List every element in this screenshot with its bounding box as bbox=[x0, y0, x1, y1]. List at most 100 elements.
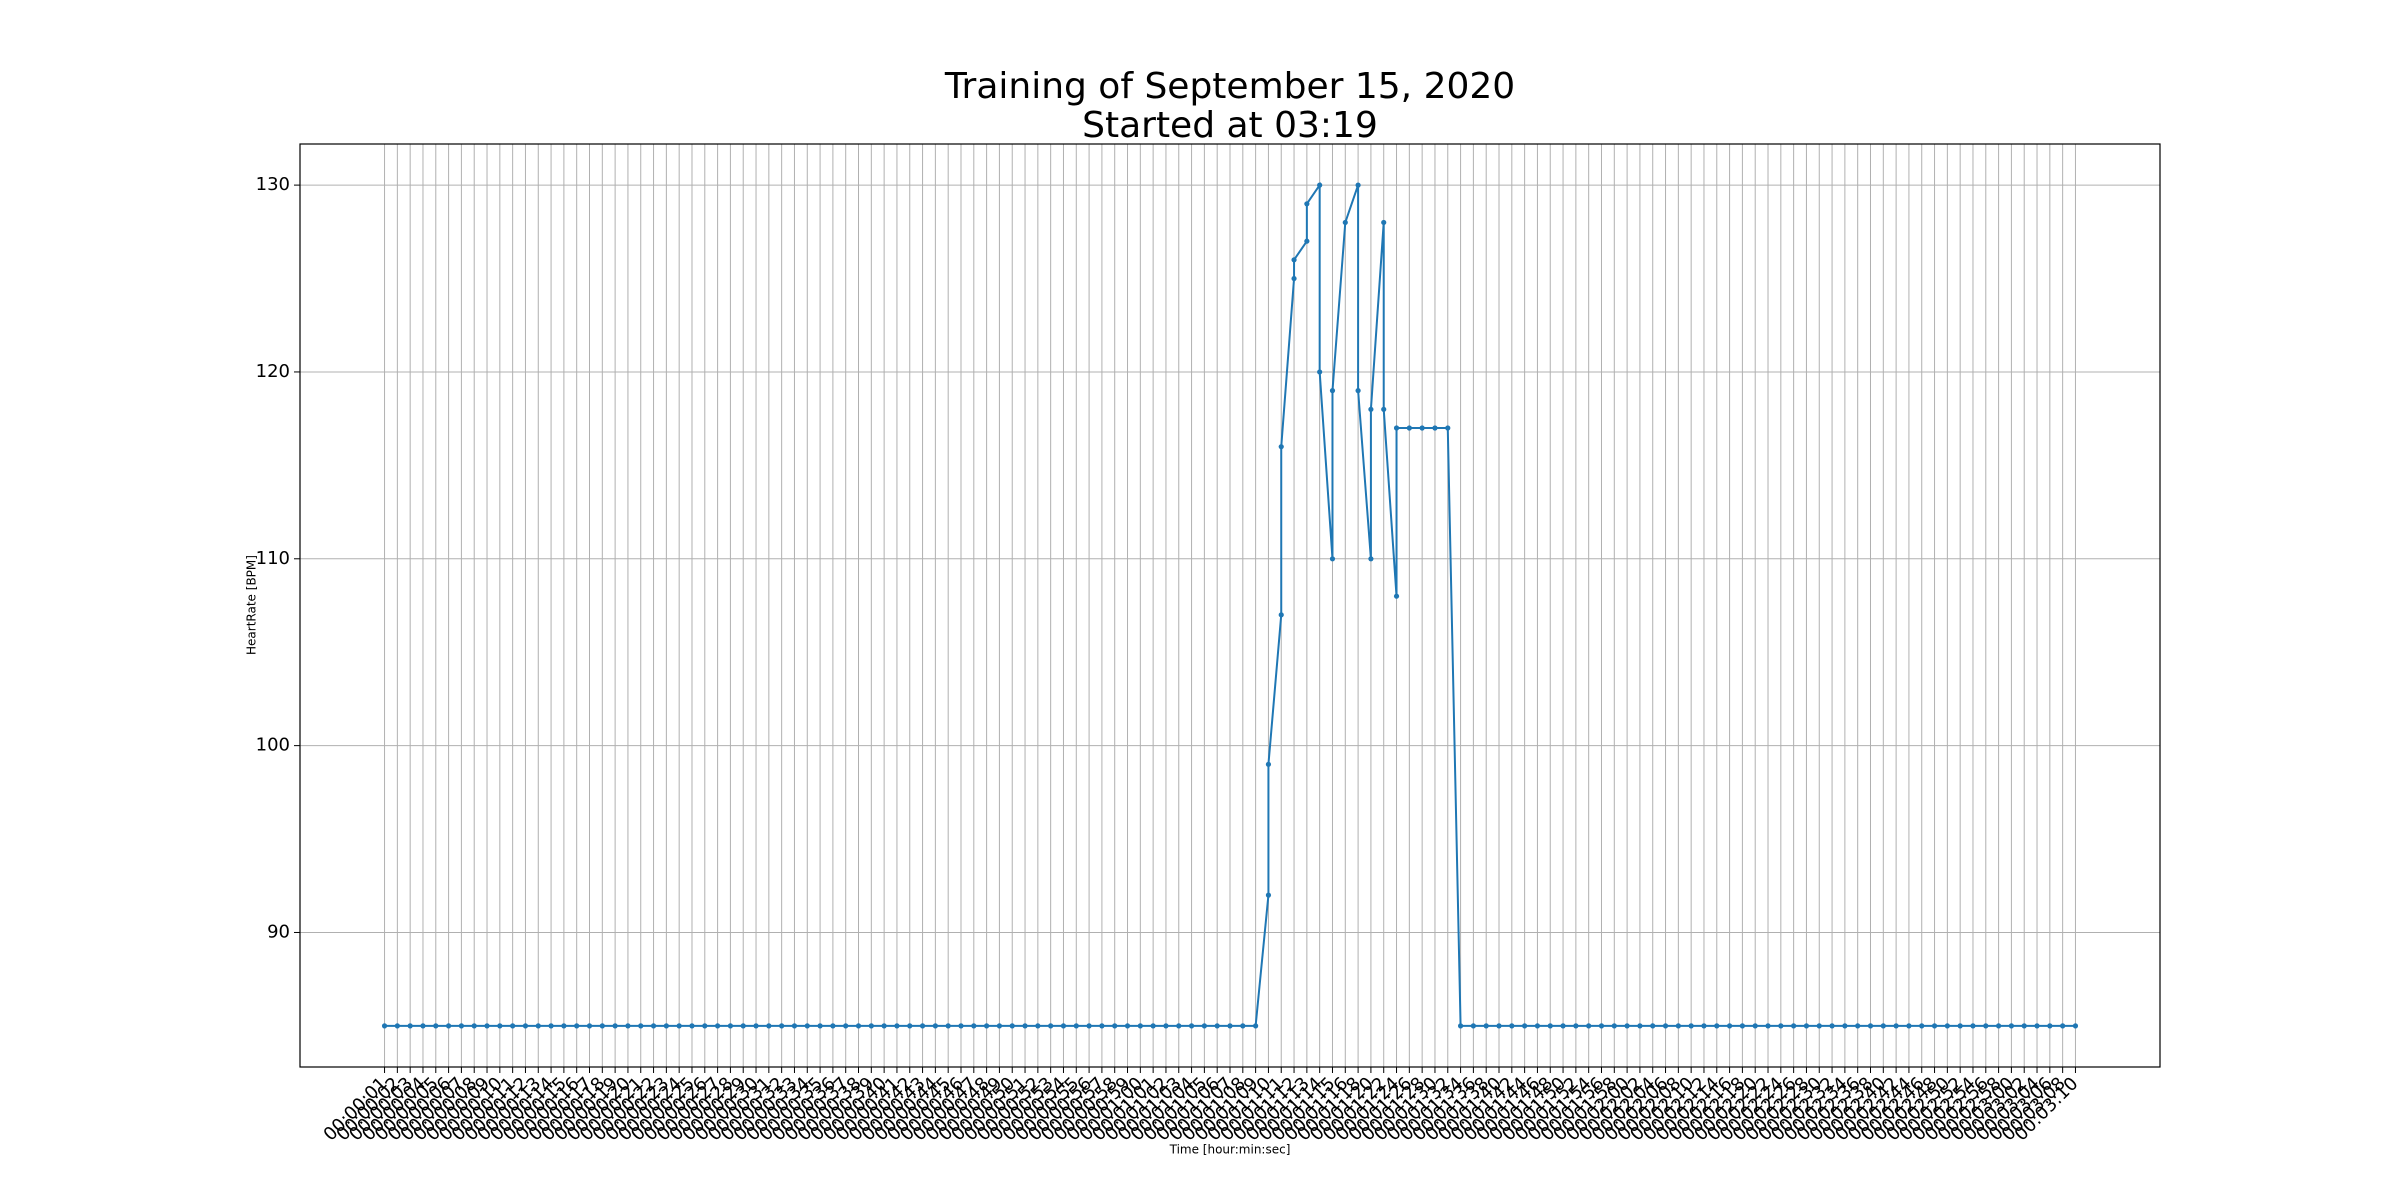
data-point bbox=[1880, 1023, 1886, 1029]
data-point bbox=[1675, 1023, 1681, 1029]
data-point bbox=[1637, 1023, 1643, 1029]
data-point bbox=[433, 1023, 439, 1029]
data-point bbox=[650, 1023, 657, 1029]
data-point bbox=[1176, 1023, 1182, 1029]
data-point bbox=[855, 1023, 862, 1029]
y-tick-label: 130 bbox=[256, 174, 290, 195]
data-point bbox=[1701, 1023, 1707, 1029]
data-point bbox=[1522, 1023, 1528, 1029]
data-point bbox=[1739, 1023, 1745, 1029]
data-point bbox=[612, 1023, 618, 1029]
data-point bbox=[766, 1023, 772, 1029]
data-point bbox=[638, 1023, 644, 1029]
data-point bbox=[1048, 1023, 1054, 1029]
data-point bbox=[727, 1023, 734, 1029]
data-point bbox=[1329, 388, 1336, 394]
chart-title: Training of September 15, 2020 bbox=[944, 66, 1515, 107]
data-point bbox=[1560, 1023, 1566, 1029]
data-point bbox=[1214, 1023, 1220, 1029]
data-point bbox=[1816, 1023, 1822, 1029]
data-point bbox=[1124, 1023, 1131, 1029]
data-point bbox=[907, 1023, 913, 1029]
data-point bbox=[1598, 1023, 1605, 1029]
data-point bbox=[1406, 425, 1412, 431]
data-point bbox=[1393, 593, 1400, 599]
data-point bbox=[881, 1023, 887, 1029]
data-point bbox=[497, 1023, 503, 1029]
data-point bbox=[1970, 1023, 1976, 1029]
data-point bbox=[1355, 388, 1361, 394]
data-point bbox=[830, 1023, 836, 1029]
data-point bbox=[2060, 1023, 2066, 1029]
data-point bbox=[753, 1023, 759, 1029]
data-point bbox=[471, 1023, 477, 1029]
data-point bbox=[1726, 1023, 1733, 1029]
data-point bbox=[1496, 1023, 1502, 1029]
data-point bbox=[1240, 1023, 1246, 1029]
data-point bbox=[522, 1023, 529, 1029]
data-point bbox=[1150, 1023, 1156, 1029]
data-point bbox=[561, 1023, 567, 1029]
data-point bbox=[1752, 1023, 1758, 1029]
data-point bbox=[868, 1023, 874, 1029]
data-point bbox=[1253, 1023, 1259, 1029]
data-point bbox=[484, 1023, 490, 1029]
data-point bbox=[663, 1023, 669, 1029]
x-axis-label: Time [hour:min:sec] bbox=[1169, 1143, 1291, 1157]
data-point bbox=[381, 1023, 388, 1029]
data-point bbox=[740, 1023, 746, 1029]
data-point bbox=[1342, 219, 1348, 226]
data-point bbox=[407, 1023, 413, 1029]
y-tick-label: 120 bbox=[256, 361, 290, 382]
data-point bbox=[1931, 1023, 1938, 1029]
data-point bbox=[2021, 1023, 2027, 1029]
data-point bbox=[1163, 1023, 1169, 1029]
data-point bbox=[1060, 1023, 1067, 1029]
data-point bbox=[1073, 1023, 1079, 1029]
plot-frame bbox=[299, 143, 2161, 1068]
data-point bbox=[1022, 1023, 1028, 1029]
data-point bbox=[1829, 1023, 1835, 1029]
data-point bbox=[1919, 1023, 1925, 1029]
data-point bbox=[1278, 444, 1284, 450]
data-point bbox=[1573, 1023, 1579, 1029]
data-point bbox=[1009, 1023, 1015, 1029]
data-point bbox=[1393, 425, 1400, 431]
data-point bbox=[958, 1023, 964, 1029]
data-point bbox=[1714, 1023, 1720, 1029]
data-point bbox=[1842, 1023, 1848, 1029]
data-point bbox=[2034, 1023, 2040, 1029]
data-point bbox=[1278, 612, 1284, 618]
data-point bbox=[1304, 238, 1310, 244]
y-axis-label: HeartRate [BPM] bbox=[245, 555, 259, 655]
data-point bbox=[1317, 182, 1323, 188]
data-point bbox=[843, 1023, 849, 1029]
data-point bbox=[919, 1023, 926, 1029]
data-point bbox=[1432, 425, 1438, 431]
data-point bbox=[1470, 1023, 1476, 1029]
data-point bbox=[715, 1023, 721, 1029]
data-point bbox=[817, 1023, 823, 1029]
data-point bbox=[791, 1023, 798, 1029]
data-point bbox=[1368, 556, 1374, 562]
data-point bbox=[1099, 1023, 1105, 1029]
data-point bbox=[996, 1023, 1003, 1029]
data-point bbox=[1381, 219, 1387, 226]
data-point bbox=[779, 1023, 785, 1029]
data-point bbox=[971, 1023, 977, 1029]
data-point bbox=[1611, 1023, 1617, 1029]
data-point bbox=[1201, 1023, 1207, 1029]
data-point bbox=[1765, 1023, 1771, 1029]
data-point bbox=[1906, 1023, 1912, 1029]
data-point bbox=[420, 1023, 426, 1029]
data-point bbox=[548, 1023, 554, 1029]
data-point bbox=[1855, 1023, 1861, 1029]
data-point bbox=[510, 1023, 516, 1029]
data-point bbox=[1995, 1023, 2002, 1029]
data-point bbox=[1662, 1023, 1669, 1029]
data-point bbox=[394, 1023, 400, 1029]
data-point bbox=[1624, 1023, 1630, 1029]
